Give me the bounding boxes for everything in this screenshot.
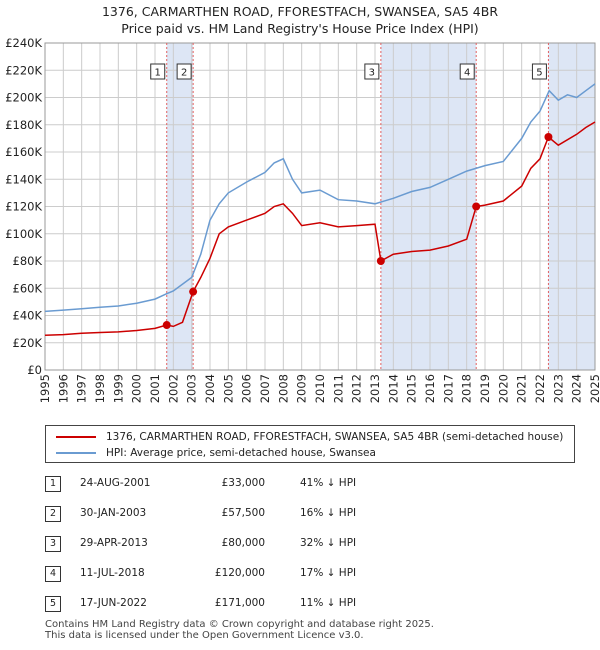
transaction-hpi: 11% ↓ HPI: [300, 597, 357, 609]
x-tick-label: 2012: [350, 374, 364, 403]
table-row: 4 11-JUL-2018 £120,000 17% ↓ HPI: [0, 560, 600, 590]
x-tick-label: 2006: [240, 374, 254, 403]
sale-point: [162, 321, 171, 330]
x-tick-label: 1997: [75, 374, 89, 403]
y-tick-label: £20K: [13, 336, 43, 350]
transaction-price: £171,000: [214, 597, 265, 609]
x-tick-label: 2019: [478, 374, 492, 403]
transaction-price: £57,500: [221, 507, 265, 519]
sale-label-box: [364, 63, 380, 80]
transaction-date: 24-AUG-2001: [80, 477, 151, 489]
x-tick-label: 1998: [93, 374, 107, 403]
sale-label: 2: [181, 68, 187, 79]
sale-label-box: [459, 63, 475, 80]
y-tick-label: £60K: [13, 281, 43, 295]
x-tick-label: 2021: [515, 374, 529, 403]
transaction-hpi: 41% ↓ HPI: [300, 477, 357, 489]
x-tick-label: 2001: [148, 374, 162, 403]
legend-label-hpi: HPI: Average price, semi-detached house,…: [106, 447, 376, 459]
table-row: 2 30-JAN-2003 £57,500 16% ↓ HPI: [0, 500, 600, 530]
legend-item-property: 1376, CARMARTHEN ROAD, FFORESTFACH, SWAN…: [56, 429, 563, 445]
y-tick-label: £180K: [5, 118, 42, 132]
x-tick-label: 2004: [203, 374, 217, 403]
y-tick-label: £140K: [5, 172, 42, 186]
x-tick-label: 2005: [221, 374, 235, 403]
sale-label: 4: [464, 68, 470, 79]
x-tick-label: 2002: [166, 374, 180, 403]
x-tick-label: 2011: [331, 374, 345, 403]
y-tick-label: £40K: [13, 309, 43, 323]
sale-label-box: [531, 63, 547, 80]
sale-label: 5: [536, 68, 542, 79]
x-tick-label: 2014: [386, 374, 400, 403]
legend-item-hpi: HPI: Average price, semi-detached house,…: [56, 445, 376, 461]
sale-point: [544, 133, 553, 142]
y-tick-label: £240K: [5, 36, 42, 50]
sale-label: 3: [369, 68, 375, 79]
transaction-date: 17-JUN-2022: [80, 597, 147, 609]
x-tick-label: 2009: [295, 374, 309, 403]
legend-swatch-hpi: [56, 452, 96, 454]
transaction-hpi: 17% ↓ HPI: [300, 567, 357, 579]
y-tick-label: £160K: [5, 145, 42, 159]
plot-border: [44, 42, 596, 371]
x-tick-label: 2023: [551, 374, 565, 403]
transaction-date: 11-JUL-2018: [80, 567, 145, 579]
x-tick-label: 2010: [313, 374, 327, 403]
y-tick-label: £100K: [5, 227, 42, 241]
x-tick-label: 2000: [130, 374, 144, 403]
x-tick-label: 2020: [496, 374, 510, 403]
chart-title: 1376, CARMARTHEN ROAD, FFORESTFACH, SWAN…: [101, 4, 499, 19]
transaction-hpi: 32% ↓ HPI: [300, 537, 357, 549]
x-tick-label: 2022: [533, 374, 547, 403]
x-tick-label: 2017: [441, 374, 455, 403]
transaction-number: 2: [45, 506, 61, 522]
y-tick-label: £120K: [5, 200, 42, 214]
y-tick-label: £80K: [13, 254, 43, 268]
table-row: 1 24-AUG-2001 £33,000 41% ↓ HPI: [0, 470, 600, 500]
sale-label-box: [150, 63, 166, 80]
transaction-number: 1: [45, 476, 61, 492]
price-chart: £0 £20K £40K £60K £80K £100K £120K £140K £160K £1…: [5, 36, 600, 403]
transaction-price: £120,000: [214, 567, 265, 579]
y-tick-label: £0: [27, 363, 42, 377]
hpi-line: [44, 83, 596, 313]
sale-label: 1: [155, 68, 161, 79]
x-tick-label: 2015: [405, 374, 419, 403]
transaction-date: 30-JAN-2003: [80, 507, 147, 519]
x-tick-label: 1996: [56, 374, 70, 403]
legend-label-property: 1376, CARMARTHEN ROAD, FFORESTFACH, SWAN…: [106, 431, 564, 443]
x-tick-label: 2007: [258, 374, 272, 403]
sale-label-box: [176, 63, 192, 80]
footer: Contains HM Land Registry data © Crown c…: [45, 619, 434, 641]
y-tick-label: £220K: [5, 63, 42, 77]
x-tick-label: 2025: [588, 374, 600, 403]
footer-copyright: Contains HM Land Registry data © Crown c…: [45, 619, 434, 630]
transaction-number: 5: [45, 596, 61, 612]
x-tick-label: 2013: [368, 374, 382, 403]
x-tick-label: 2008: [276, 374, 290, 403]
x-tick-label: 2018: [460, 374, 474, 403]
chart-subtitle: Price paid vs. HM Land Registry's House …: [121, 21, 479, 36]
sale-point: [472, 202, 481, 211]
legend-swatch-property: [56, 436, 96, 438]
transaction-price: £80,000: [221, 537, 265, 549]
x-tick-label: 2024: [570, 374, 584, 403]
transaction-price: £33,000: [221, 477, 265, 489]
x-tick-label: 1995: [38, 374, 52, 403]
transaction-number: 4: [45, 566, 61, 582]
transaction-date: 29-APR-2013: [80, 537, 148, 549]
y-tick-label: £200K: [5, 91, 42, 105]
table-row: 3 29-APR-2013 £80,000 32% ↓ HPI: [0, 530, 600, 560]
legend: 1376, CARMARTHEN ROAD, FFORESTFACH, SWAN…: [45, 425, 575, 463]
x-tick-label: 1999: [111, 374, 125, 403]
sale-point: [189, 287, 198, 296]
x-tick-label: 2016: [423, 374, 437, 403]
x-tick-label: 2003: [185, 374, 199, 403]
transaction-number: 3: [45, 536, 61, 552]
footer-licence: This data is licensed under the Open Gov…: [45, 630, 364, 641]
table-row: 5 17-JUN-2022 £171,000 11% ↓ HPI: [0, 590, 600, 620]
transaction-hpi: 16% ↓ HPI: [300, 507, 357, 519]
sale-point: [376, 257, 385, 265]
